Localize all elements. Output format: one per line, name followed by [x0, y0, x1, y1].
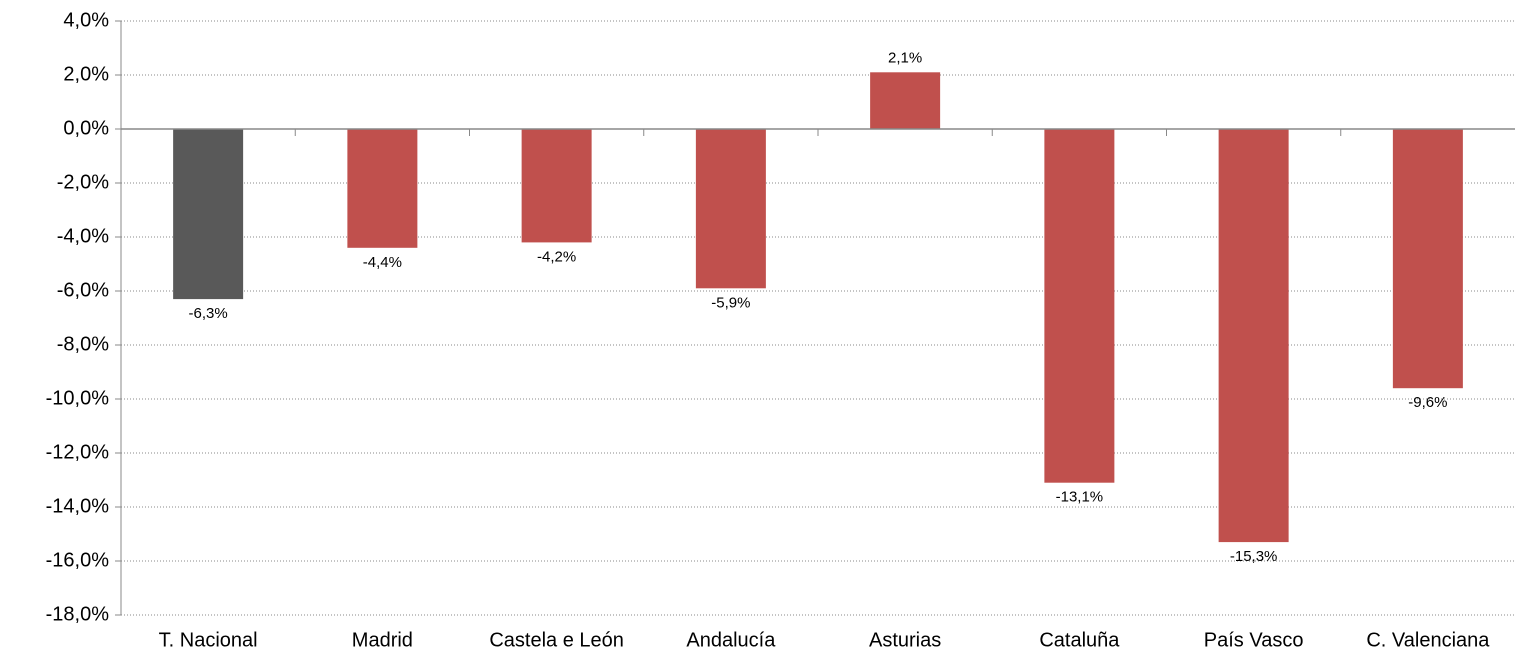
y-tick-label: -18,0% — [46, 603, 110, 625]
value-label: -13,1% — [1056, 489, 1104, 506]
x-tick-label: Madrid — [352, 629, 413, 651]
x-tick-label: Asturias — [869, 629, 941, 651]
y-tick-label: 4,0% — [63, 9, 109, 31]
bar — [1392, 129, 1463, 389]
bar — [173, 129, 244, 300]
value-label: -4,2% — [537, 248, 576, 265]
value-label: -5,9% — [711, 294, 750, 311]
x-tick-label: Cataluña — [1039, 629, 1120, 651]
value-label: -4,4% — [363, 254, 402, 271]
y-tick-label: -2,0% — [57, 171, 109, 193]
x-tick-label: Andalucía — [686, 629, 776, 651]
x-tick-label: C. Valenciana — [1366, 629, 1490, 651]
y-tick-label: -14,0% — [46, 495, 110, 517]
bar — [1044, 129, 1115, 483]
bar — [695, 129, 766, 289]
bar — [1218, 129, 1289, 543]
y-tick-label: -12,0% — [46, 441, 110, 463]
x-tick-label: Castela e León — [489, 629, 624, 651]
y-tick-label: -4,0% — [57, 225, 109, 247]
value-label: 2,1% — [888, 49, 922, 66]
x-tick-label: País Vasco — [1204, 629, 1304, 651]
bar — [521, 129, 592, 243]
y-tick-label: -10,0% — [46, 387, 110, 409]
y-tick-label: -16,0% — [46, 549, 110, 571]
value-label: -9,6% — [1408, 394, 1447, 411]
value-label: -6,3% — [189, 305, 228, 322]
bar — [870, 72, 941, 129]
x-tick-label: T. Nacional — [159, 629, 258, 651]
y-tick-label: -8,0% — [57, 333, 109, 355]
y-tick-label: -6,0% — [57, 279, 109, 301]
y-tick-label: 2,0% — [63, 63, 109, 85]
y-tick-label: 0,0% — [63, 117, 109, 139]
bar — [347, 129, 418, 248]
value-label: -15,3% — [1230, 548, 1278, 565]
